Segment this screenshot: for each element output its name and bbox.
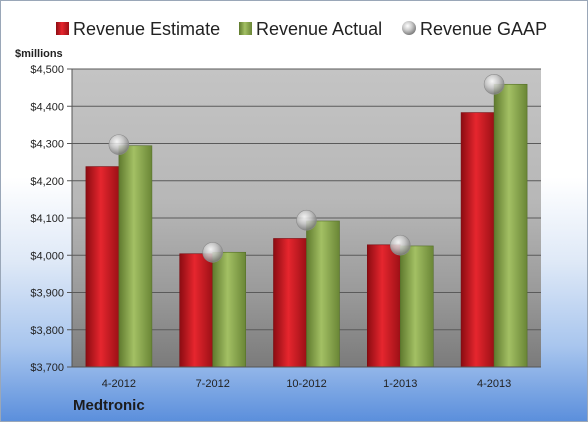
bar-revenue-actual — [493, 83, 528, 368]
gaap-points — [108, 73, 505, 263]
x-tick-label: 7-2012 — [196, 378, 230, 390]
y-tick-label: $3,800 — [30, 325, 64, 337]
bar-revenue-actual — [399, 245, 434, 368]
x-tick-label: 1-2013 — [383, 378, 417, 390]
y-tick-label: $4,400 — [30, 101, 64, 113]
y-tick-label: $4,200 — [30, 176, 64, 188]
point-revenue-gaap — [483, 73, 505, 95]
legend-swatch-revenue-estimate — [56, 22, 69, 35]
x-tick-label: 4-2012 — [102, 378, 136, 390]
legend-label-revenue-actual: Revenue Actual — [256, 19, 382, 39]
x-tick-label: 4-2013 — [477, 378, 511, 390]
point-revenue-gaap — [108, 134, 130, 155]
y-tick-label: $4,300 — [30, 139, 64, 151]
y-tick-label: $4,100 — [30, 213, 64, 225]
point-revenue-gaap — [389, 234, 411, 256]
legend-item-revenue-estimate: Revenue Estimate — [56, 19, 220, 39]
bar-revenue-estimate — [85, 166, 120, 368]
bar-revenue-estimate — [179, 253, 213, 368]
company-name: Medtronic — [73, 397, 145, 414]
legend-label-revenue-estimate: Revenue Estimate — [73, 19, 220, 39]
bars — [85, 83, 528, 368]
bar-revenue-actual — [306, 220, 340, 368]
bar-revenue-estimate — [273, 238, 307, 368]
legend-marker-revenue-gaap — [402, 21, 416, 35]
bar-revenue-estimate — [366, 244, 401, 368]
legend-item-revenue-actual: Revenue Actual — [239, 19, 382, 39]
y-axis-ticks: $3,700 $3,800 $3,900 $4,000 $4,100 $4,200 $4,3… — [30, 64, 72, 374]
x-tick-label: 10-2012 — [286, 378, 326, 390]
legend: Revenue Estimate Revenue Actual Revenue … — [56, 19, 547, 39]
y-tick-label: $4,000 — [30, 250, 64, 262]
point-revenue-gaap — [202, 241, 223, 263]
y-tick-label: $3,700 — [30, 362, 64, 374]
legend-swatch-revenue-actual — [239, 22, 252, 35]
legend-label-revenue-gaap: Revenue GAAP — [420, 19, 547, 39]
x-axis-ticks: 4-2012 7-2012 10-2012 1-2013 4-2013 — [102, 378, 511, 390]
y-tick-label: $3,900 — [30, 288, 64, 300]
bar-revenue-estimate — [460, 112, 495, 368]
y-tick-label: $4,500 — [30, 64, 64, 76]
y-axis-unit-label: $millions — [15, 48, 63, 60]
legend-item-revenue-gaap: Revenue GAAP — [402, 19, 547, 39]
point-revenue-gaap — [296, 209, 317, 231]
bar-revenue-actual — [118, 145, 153, 368]
bar-revenue-actual — [212, 251, 246, 368]
